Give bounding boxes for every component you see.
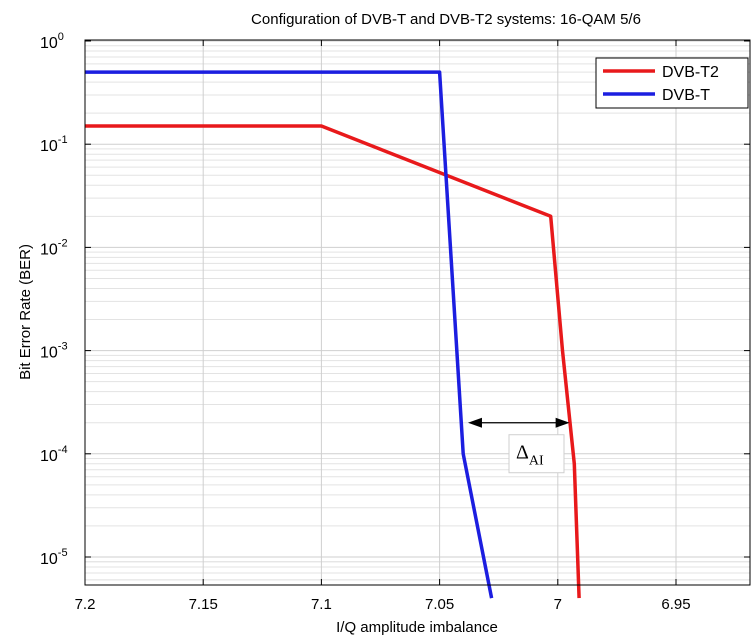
- axis-ticks: [84, 40, 750, 585]
- y-tick-exponent: -2: [58, 237, 68, 249]
- delta-arrow-head-right: [555, 417, 570, 428]
- legend-label-dvb-t2: DVB-T2: [662, 64, 719, 81]
- delta-label: ΔAI: [516, 442, 544, 469]
- y-tick-base: 10: [40, 345, 58, 362]
- series-line-dvb-t: [85, 70, 494, 599]
- x-tick-label: 7.05: [425, 596, 454, 613]
- delta-label-box: [508, 434, 565, 474]
- y-tick-exponent: -5: [58, 547, 68, 559]
- y-tick-exponent: -4: [58, 444, 68, 456]
- x-tick-labels: 7.2 7.15 7.1 7.05 7 6.95: [75, 596, 691, 613]
- y-tick-label: 10-5: [40, 547, 68, 568]
- plot-frame: [84, 39, 751, 586]
- y-tick-label: 10-2: [40, 237, 68, 258]
- legend-label-dvb-t: DVB-T: [662, 87, 710, 104]
- y-tick-label: 10-3: [40, 341, 68, 362]
- y-tick-base: 10: [40, 35, 58, 52]
- series-line-dvb-t2: [85, 124, 581, 599]
- y-tick-base: 10: [40, 448, 58, 465]
- x-tick-label: 7.2: [75, 596, 96, 613]
- x-tick-label: 7.1: [311, 596, 332, 613]
- minor-gridlines: [85, 45, 750, 581]
- plot-area: [85, 40, 750, 585]
- chart-title: Configuration of DVB-T and DVB-T2 system…: [251, 11, 641, 28]
- x-tick-label: 7.15: [189, 596, 218, 613]
- x-tick-label: 6.95: [661, 596, 690, 613]
- delta-arrow-head-left: [467, 417, 482, 428]
- legend: DVB-T2 DVB-T: [595, 57, 749, 109]
- y-tick-label: 100: [40, 31, 64, 52]
- delta-subscript: AI: [529, 454, 544, 469]
- y-tick-base: 10: [40, 551, 58, 568]
- y-tick-exponent: -3: [58, 341, 68, 353]
- series-layer: [85, 70, 581, 599]
- delta-annotation: ΔAI: [467, 417, 570, 474]
- y-tick-label: 10-1: [40, 134, 68, 155]
- x-tick-label: 7: [554, 596, 562, 613]
- major-gridlines: [84, 40, 750, 585]
- y-tick-exponent: 0: [58, 31, 64, 43]
- y-tick-base: 10: [40, 138, 58, 155]
- y-tick-base: 10: [40, 241, 58, 258]
- y-axis-label: Bit Error Rate (BER): [17, 244, 34, 380]
- y-tick-exponent: -1: [58, 134, 68, 146]
- delta-symbol: Δ: [516, 442, 529, 464]
- legend-box: [595, 57, 749, 109]
- y-tick-label: 10-4: [40, 444, 68, 465]
- x-axis-label: I/Q amplitude imbalance: [336, 619, 498, 636]
